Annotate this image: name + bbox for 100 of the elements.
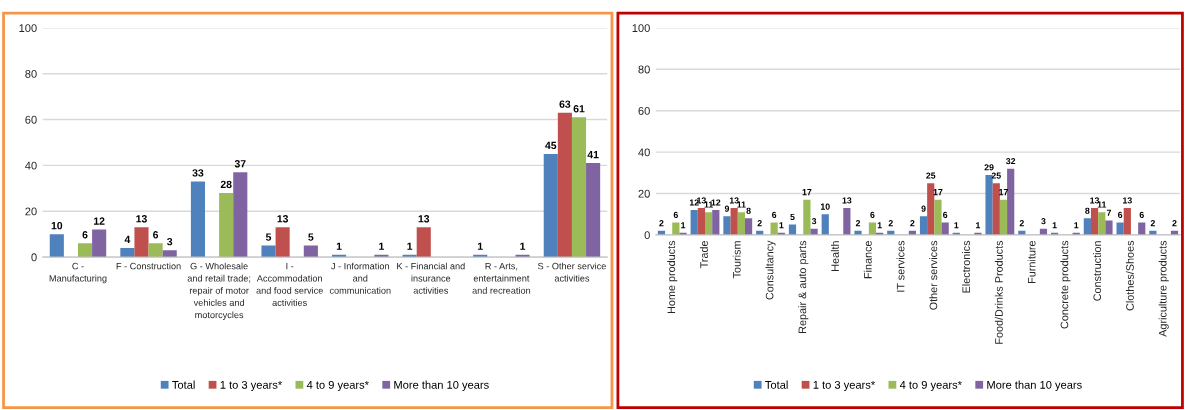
data-label: 2 [910, 220, 915, 227]
y-tick-label: 20 [638, 189, 650, 198]
x-tick-label: G - Wholesale and retail trade; repair of motor vehicles and motorcycles [187, 262, 251, 320]
bar [697, 208, 705, 235]
x-tick-label: Health [831, 241, 839, 271]
bar [1123, 208, 1131, 235]
bar [77, 243, 93, 258]
x-tick-label: K - Financial and insurance activities [397, 262, 465, 294]
data-label: 2 [1150, 220, 1155, 227]
legend-label: 4 to 9 years* [306, 380, 369, 391]
x-tick-label: Consultancy [765, 240, 776, 300]
data-label: 28 [220, 180, 232, 189]
x-tick-label: S - Other service activities [537, 262, 606, 282]
y-tick-label: 60 [25, 115, 37, 124]
x-tick-label: Home products [667, 240, 678, 314]
bar [1098, 212, 1106, 235]
legend-label: More than 10 years [394, 380, 489, 391]
data-label: 5 [265, 233, 272, 241]
data-label: 6 [673, 211, 678, 218]
x-tick-label: Construction [1093, 241, 1102, 301]
bar [1090, 208, 1099, 235]
data-label: 41 [587, 151, 599, 159]
data-label: 11 [1097, 201, 1107, 208]
legend-label: 4 to 9 years* [899, 380, 962, 391]
data-label: 45 [545, 141, 557, 150]
y-tick-label: 40 [638, 148, 650, 157]
data-label: 1 [477, 242, 483, 250]
data-label: 37 [234, 160, 246, 168]
x-tick-label: Food/Drinks Products [994, 240, 1003, 344]
data-label: 4 [124, 235, 131, 243]
data-label: 1 [877, 222, 882, 229]
data-label: 13 [277, 215, 289, 223]
bar [712, 210, 720, 235]
bar [416, 227, 431, 258]
data-label: 1 [779, 222, 784, 229]
data-label: 6 [943, 211, 948, 218]
data-label: 9 [921, 205, 926, 212]
data-label: 12 [94, 217, 105, 225]
bar [557, 112, 572, 258]
data-label: 6 [1118, 211, 1123, 218]
data-label: 13 [729, 197, 739, 204]
y-tick-label: 80 [638, 65, 650, 74]
bar [148, 243, 163, 258]
legend-label: Total [172, 380, 195, 389]
bar [1007, 168, 1015, 235]
data-label: 2 [888, 220, 893, 227]
bar [92, 229, 107, 258]
x-tick-label: Concrete products [1060, 240, 1071, 329]
bar [543, 153, 558, 258]
bar [275, 227, 290, 258]
x-tick-label: F - Construction [116, 262, 181, 270]
x-tick-label: Repair & auto parts [798, 240, 809, 333]
legend-label: 1 to 3 years* [220, 380, 282, 391]
data-label: 1 [520, 242, 526, 250]
y-tick-label: 100 [632, 24, 650, 33]
data-label: 32 [1006, 157, 1016, 165]
x-tick-label: Electronics [962, 240, 971, 293]
data-label: 8 [746, 207, 751, 214]
bar [586, 163, 601, 258]
y-tick-label: 80 [25, 69, 37, 78]
x-tick-label: Trade [699, 240, 708, 269]
y-tick-label: 40 [25, 161, 37, 170]
data-label: 10 [51, 221, 63, 230]
data-label: 12 [689, 199, 699, 206]
data-label: 1 [681, 222, 686, 229]
bar [737, 212, 745, 235]
data-label: 13 [136, 215, 147, 223]
bar [992, 183, 1000, 235]
data-label: 1 [1074, 222, 1079, 229]
bar [261, 245, 276, 258]
data-label: 6 [870, 211, 875, 218]
data-label: 3 [811, 218, 817, 225]
data-label: 3 [1041, 218, 1046, 225]
bar [927, 183, 935, 235]
x-tick-label: R - Arts, entertainment and recreation [472, 262, 531, 294]
bar [934, 199, 942, 235]
y-tick-label: 100 [19, 24, 37, 33]
legend-label: 1 to 3 years* [813, 380, 875, 391]
bar [730, 208, 738, 235]
data-label: 10 [820, 203, 830, 210]
bar [190, 181, 205, 258]
bar [919, 216, 928, 235]
data-label: 2 [855, 220, 861, 227]
data-label: 6 [82, 231, 88, 239]
legend-label: Total [765, 380, 788, 389]
bar [571, 117, 587, 258]
x-tick-label: IT services [896, 240, 905, 292]
data-label: 29 [984, 164, 994, 171]
x-tick-label: Agriculture products [1158, 240, 1169, 337]
x-tick-label: Furniture [1027, 240, 1036, 283]
data-label: 5 [790, 213, 795, 221]
bar [821, 214, 829, 235]
bar [219, 192, 234, 258]
data-label: 33 [192, 169, 204, 177]
data-label: 1 [407, 242, 413, 250]
data-label: 61 [573, 105, 585, 113]
x-tick-label: I - Accommodation and food service activities [256, 262, 323, 306]
data-label: 13 [1123, 197, 1132, 204]
x-tick-label: J - Information and communication [329, 262, 391, 294]
data-label: 11 [704, 201, 713, 208]
